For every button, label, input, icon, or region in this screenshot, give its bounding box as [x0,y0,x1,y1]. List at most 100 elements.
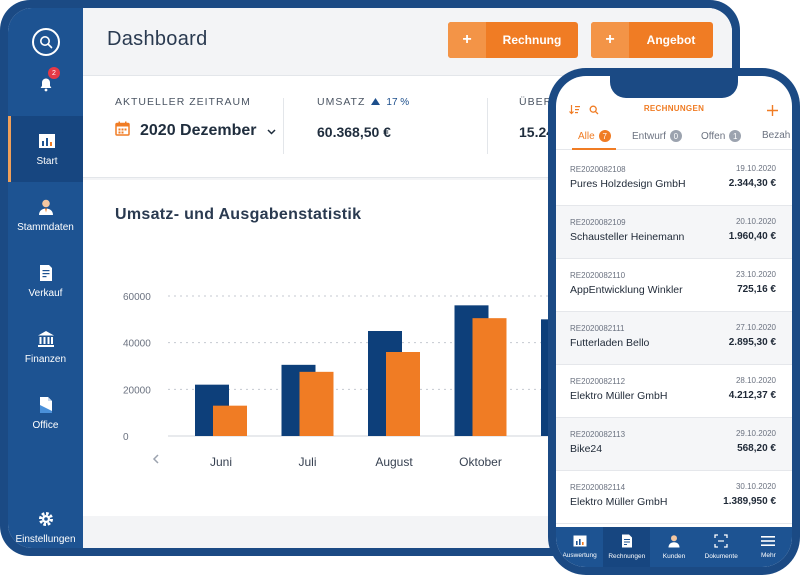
sidebar-item-start[interactable]: Start [8,116,83,182]
bank-icon [36,330,56,348]
sidebar-item-label: Stammdaten [17,221,74,233]
sidebar-item-einstellungen[interactable]: Einstellungen [8,494,83,548]
invoice-number: RE2020082114 [570,483,626,492]
file-icon [36,396,56,414]
button-label: Angebot [646,33,696,47]
phone-header: RECHNUNGEN [556,98,792,124]
invoice-list: RE2020082108 19.10.2020 Pures Holzdesign… [556,153,792,524]
nav-kunden[interactable]: Kunden [650,527,697,567]
nav-auswertung[interactable]: Auswertung [556,527,603,567]
invoice-date: 29.10.2020 [735,429,776,438]
sidebar-item-stammdaten[interactable]: Stammdaten [8,182,83,248]
calendar-icon [115,121,130,141]
list-item[interactable]: RE2020082114 30.10.2020 Elektro Müller G… [556,471,792,524]
invoice-customer: Elektro Müller GmbH [570,390,668,402]
sidebar-item-office[interactable]: Office [8,380,83,446]
phone-tabs: Alle 7 Entwurf 0 Offen 1 Bezah [556,126,792,150]
y-tick-label: 60000 [123,292,151,303]
list-item[interactable]: RE2020082113 29.10.2020 Bike24 568,20 € [556,418,792,471]
sidebar-item-finanzen[interactable]: Finanzen [8,314,83,380]
phone-bottom-nav: Auswertung Rechnungen Kunden Dokumente [556,527,792,567]
invoice-date: 19.10.2020 [735,164,776,173]
invoice-date: 23.10.2020 [735,270,776,279]
tab-count: 7 [598,130,611,142]
nav-label: Mehr [761,552,776,559]
x-tick-label: Juni [210,455,232,469]
person-icon [36,198,56,216]
list-item[interactable]: RE2020082109 20.10.2020 Schausteller Hei… [556,206,792,259]
nav-mehr[interactable]: Mehr [745,527,792,567]
sidebar-item-label: Start [36,155,58,167]
nav-label: Dokumente [704,553,738,560]
invoice-amount: 1.960,40 € [728,231,776,242]
menu-icon [761,535,776,549]
search-icon[interactable] [32,28,60,56]
sidebar-item-verkauf[interactable]: Verkauf [8,248,83,314]
umsatz-label: UMSATZ 17 % [317,96,409,108]
bell-icon[interactable]: 2 [32,67,60,98]
scan-icon [714,534,728,550]
nav-rechnungen[interactable]: Rechnungen [603,527,651,567]
list-item[interactable]: RE2020082111 27.10.2020 Futterladen Bell… [556,312,792,365]
sidebar-item-label: Verkauf [28,287,63,299]
tab-label: Offen [701,130,726,142]
button-label: Rechnung [502,33,562,47]
nav-label: Kunden [662,553,686,560]
invoice-number: RE2020082110 [570,271,626,280]
tab-count: 1 [729,130,742,142]
third-kpi-label: ÜBER [519,96,553,108]
add-icon[interactable] [764,102,780,118]
invoice-amount: 4.212,37 € [728,390,776,401]
sidebar-item-label: Office [32,419,59,431]
plus-icon: + [591,22,629,58]
phone-frame: RECHNUNGEN Alle 7 Entwurf 0 Offen 1 Beza… [548,68,800,575]
invoice-customer: Bike24 [570,443,603,455]
umsatz-percent: 17 % [386,96,410,108]
tab-count: 0 [669,130,682,142]
bar [386,352,420,436]
new-rechnung-button[interactable]: + Rechnung [448,22,578,58]
list-item[interactable]: RE2020082112 28.10.2020 Elektro Müller G… [556,365,792,418]
invoice-date: 30.10.2020 [735,482,776,491]
x-tick-label: Oktober [459,455,502,469]
notification-badge: 2 [48,67,60,79]
invoice-customer: Schausteller Heinemann [570,231,685,243]
y-tick-label: 40000 [123,339,151,350]
nav-label: Auswertung [562,552,597,559]
document-icon [621,534,633,550]
tab-label: Alle [578,130,595,142]
invoice-customer: AppEntwicklung Winkler [570,284,683,296]
phone-screen: RECHNUNGEN Alle 7 Entwurf 0 Offen 1 Beza… [556,76,792,567]
invoice-amount: 725,16 € [737,284,776,295]
sort-icon[interactable] [566,102,582,118]
new-angebot-button[interactable]: + Angebot [591,22,713,58]
invoice-number: RE2020082113 [570,430,626,439]
list-item[interactable]: RE2020082110 23.10.2020 AppEntwicklung W… [556,259,792,312]
period-value: 2020 Dezember [140,122,257,139]
nav-dokumente[interactable]: Dokumente [698,527,745,567]
invoice-customer: Elektro Müller GmbH [570,496,668,508]
chart-icon [37,132,57,150]
search-icon[interactable] [586,102,602,118]
tab-bezahlt[interactable]: Bezah [762,130,790,141]
header: Dashboard + Rechnung + Angebot [83,8,732,76]
tab-label: Entwurf [632,130,666,142]
bar [299,371,334,436]
bar [472,318,507,436]
chart-icon [573,535,587,549]
tab-label: Bezah [762,130,791,141]
tab-entwurf[interactable]: Entwurf 0 [632,130,682,142]
invoice-date: 28.10.2020 [735,376,776,385]
umsatz-label-text: UMSATZ [317,96,366,108]
invoice-amount: 2.895,30 € [728,337,776,348]
invoice-date: 27.10.2020 [735,323,776,332]
tab-offen[interactable]: Offen 1 [701,130,742,142]
sidebar-item-label: Einstellungen [15,533,76,545]
invoice-number: RE2020082108 [570,165,626,174]
list-item[interactable]: RE2020082108 19.10.2020 Pures Holzdesign… [556,153,792,206]
tab-alle[interactable]: Alle 7 [578,130,611,142]
phone-notch [610,76,738,98]
stats-title: Umsatz- und Ausgabenstatistik [115,206,362,223]
period-selector[interactable]: 2020 Dezember [115,121,276,141]
divider [283,98,284,154]
